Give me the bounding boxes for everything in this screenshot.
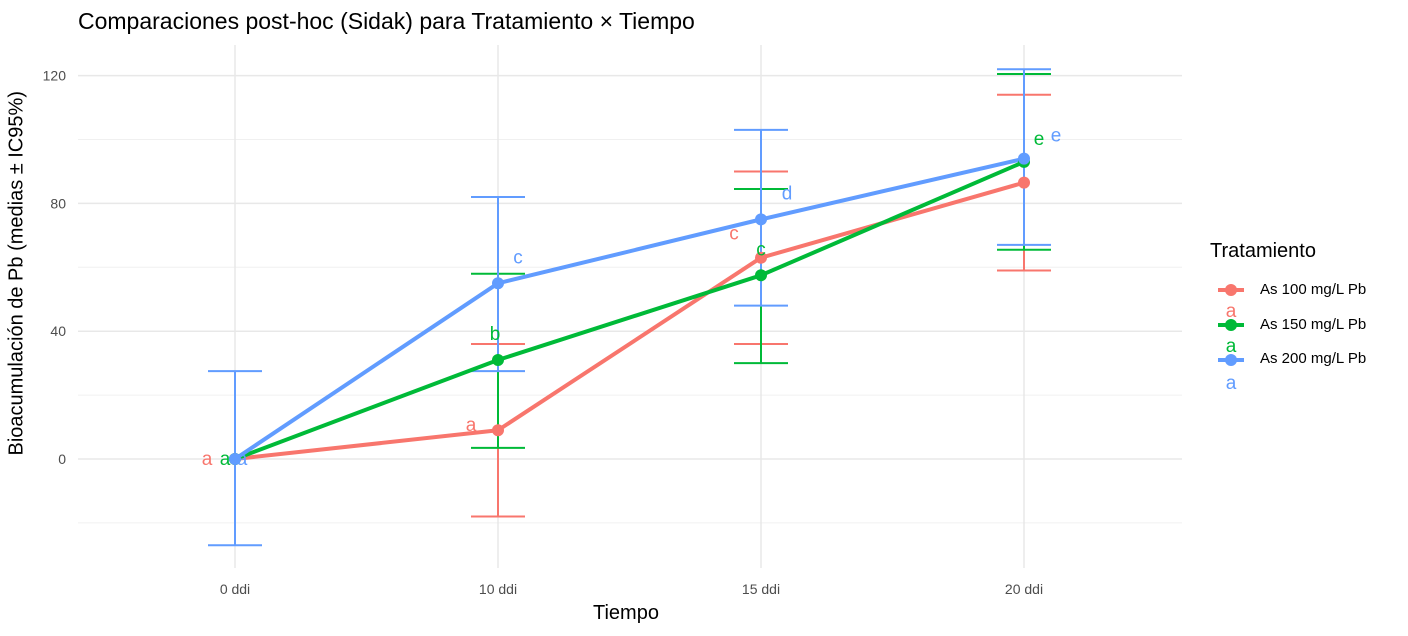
significance-letter: a [466,415,477,436]
legend-key-point [1225,354,1237,366]
series-line-2 [233,159,1026,461]
x-tick-label: 0 ddi [220,581,250,597]
legend-letter: a [1226,301,1237,322]
points-series-1 [229,176,1030,465]
x-tick-label: 10 ddi [479,581,517,597]
legend-key-point [1225,319,1237,331]
legend-label-as-100: As 100 mg/L Pb [1260,281,1367,298]
significance-letter: e [1034,129,1045,150]
x-tick-label: 20 ddi [1005,581,1043,597]
significance-letter: a [220,449,231,470]
significance-letter: d [782,183,793,204]
legend-key-point [1225,284,1237,296]
series-line-1 [233,180,1026,461]
data-point [229,453,241,465]
legend-key-series-1 [1218,284,1244,296]
significance-letter: c [756,239,766,260]
significance-letter: b [490,324,501,345]
data-point [755,251,767,264]
gridlines [78,45,1182,568]
chart-title: Comparaciones post-hoc (Sidak) para Trat… [78,8,695,34]
legend-label-as-150: As 150 mg/L Pb [1260,316,1367,333]
significance-letter: c [729,224,739,245]
significance-letter: e [1051,126,1062,147]
y-tick-label: 80 [50,195,66,211]
legend-letter: a [1226,336,1237,357]
legend-letter: a [1226,373,1237,394]
data-point [1018,176,1030,189]
legend-label-as-200: As 200 mg/L Pb [1260,350,1367,367]
x-axis-label: Tiempo [593,602,659,624]
y-tick-label: 0 [58,451,66,467]
significance-letter: a [237,449,248,470]
data-point [492,424,504,437]
significance-letter: a [202,449,213,470]
y-tick-label: 40 [50,323,66,339]
series-line-3 [233,156,1026,461]
legend-key-series-2 [1218,319,1244,331]
legend-title: Tratamiento [1210,240,1316,262]
data-point [755,213,767,226]
error-bars-series-3 [208,68,1051,547]
data-point [492,277,504,290]
points-series-3 [229,152,1030,465]
significance-letter: c [513,247,523,268]
data-point [1018,152,1030,165]
points-series-2 [229,155,1030,465]
legend-key-series-3 [1218,354,1244,366]
x-tick-label: 15 ddi [742,581,780,597]
data-point [492,353,504,366]
y-tick-label: 120 [43,68,67,84]
data-point [755,269,767,282]
